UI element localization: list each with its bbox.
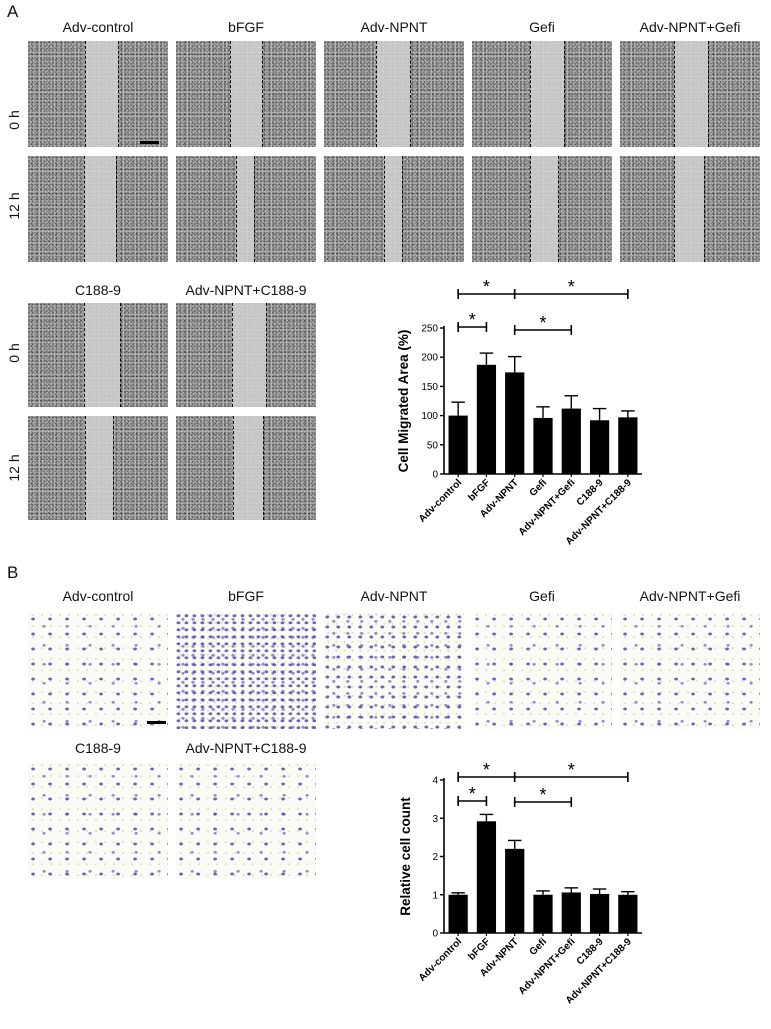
panel-a-row2-label-0h: 0 h — [6, 343, 22, 363]
x-tick-label-bfgf: bFGF — [466, 477, 492, 503]
transwell-image-gefi — [472, 613, 612, 729]
significance-star: * — [568, 277, 575, 297]
panel-a-col-adv-npnt-gefi: Adv-NPNT+Gefi — [639, 19, 741, 35]
transwell-image-adv-npnt-c188-9 — [176, 763, 316, 879]
panel-b-col-adv-npnt: Adv-NPNT — [360, 588, 428, 604]
scale-bar — [147, 721, 166, 724]
wound-image-adv-npnt-12h — [324, 156, 464, 262]
x-tick-label-gefi: Gefi — [528, 477, 550, 499]
panel-b-letter: B — [7, 563, 19, 582]
y-tick-label: 100 — [421, 411, 438, 422]
panel-a-col-adv-npnt: Adv-NPNT — [360, 19, 428, 35]
bar-adv-control — [448, 894, 468, 933]
wound-image-adv-control-0h — [28, 41, 168, 147]
wound-image-adv-npnt-c188-9-12h — [176, 416, 316, 520]
bar-gefi — [533, 894, 553, 933]
wound-image-adv-npnt-gefi-0h — [620, 41, 760, 147]
bar-c188-9 — [589, 420, 610, 474]
transwell-image-adv-control — [28, 613, 168, 729]
transwell-image-bfgf — [176, 613, 316, 729]
panel-a-col-adv-control: Adv-control — [62, 19, 134, 35]
transwell-image-adv-npnt-gefi — [620, 613, 760, 729]
y-axis-label: Relative cell count — [398, 797, 413, 916]
panel-b-col-gefi: Gefi — [529, 588, 555, 604]
wound-image-c188-9-12h — [28, 416, 168, 520]
bar-adv-npnt — [505, 372, 525, 474]
y-axis-label: Cell Migrated Area (%) — [396, 330, 411, 473]
transwell-image-adv-npnt — [324, 613, 464, 729]
significance-star: * — [469, 310, 476, 330]
y-tick-label: 250 — [421, 324, 438, 335]
significance-star: * — [483, 760, 490, 780]
bar-bfgf — [476, 364, 497, 474]
panel-b-col-adv-npnt-gefi: Adv-NPNT+Gefi — [639, 588, 741, 604]
bar-bfgf — [476, 821, 497, 933]
x-tick-label-adv-control: Adv-control — [417, 477, 465, 525]
wound-image-adv-npnt-0h — [324, 41, 464, 147]
bar-c188-9 — [589, 893, 610, 933]
wound-image-adv-npnt-gefi-12h — [620, 156, 760, 262]
panel-a-row-label-0h: 0 h — [6, 110, 22, 130]
panel-a-col-c188-9: C188-9 — [75, 282, 121, 298]
wound-image-bfgf-12h — [176, 156, 316, 262]
wound-image-adv-npnt-c188-9-0h — [176, 303, 316, 407]
significance-star: * — [539, 313, 546, 333]
panel-a-col-gefi: Gefi — [529, 19, 555, 35]
bar-adv-npnt — [505, 848, 525, 933]
scale-bar — [140, 141, 159, 144]
bar-adv-npnt-gefi — [561, 892, 581, 933]
y-tick-label: 200 — [421, 353, 438, 364]
y-tick-label: 50 — [427, 440, 439, 451]
x-tick-label-gefi: Gefi — [528, 936, 550, 958]
panel-a-row-label-12h: 12 h — [6, 192, 22, 220]
significance-star: * — [568, 760, 575, 780]
wound-image-gefi-12h — [472, 156, 612, 262]
bar-adv-npnt-gefi — [561, 408, 581, 474]
x-tick-label-bfgf: bFGF — [466, 936, 492, 962]
wound-image-bfgf-0h — [176, 41, 316, 147]
wound-image-gefi-0h — [472, 41, 612, 147]
y-tick-label: 1 — [432, 890, 438, 901]
panel-b-col-bfgf: bFGF — [228, 588, 264, 604]
y-tick-label: 4 — [432, 776, 438, 787]
bar-adv-npnt-c188-9 — [618, 894, 638, 933]
panel-a-col-adv-npnt-c188-9: Adv-NPNT+C188-9 — [185, 282, 307, 298]
panel-b-col-adv-npnt-c188-9: Adv-NPNT+C188-9 — [185, 740, 307, 756]
y-tick-label: 150 — [421, 382, 438, 393]
wound-image-c188-9-0h — [28, 303, 168, 407]
panel-a-row2-label-12h: 12 h — [6, 454, 22, 482]
y-tick-label: 2 — [432, 852, 438, 863]
transwell-image-c188-9 — [28, 763, 168, 879]
bar-adv-npnt-c188-9 — [618, 417, 638, 474]
y-tick-label: 3 — [432, 814, 438, 825]
bar-gefi — [533, 417, 553, 474]
significance-star: * — [469, 784, 476, 804]
significance-star: * — [539, 785, 546, 805]
wound-image-adv-control-12h — [28, 156, 168, 262]
y-tick-label: 0 — [432, 929, 438, 940]
panel-b-col-adv-control: Adv-control — [62, 588, 134, 604]
x-tick-label-adv-control: Adv-control — [417, 936, 465, 984]
panel-b-col-c188-9: C188-9 — [75, 740, 121, 756]
panel-a-col-bfgf: bFGF — [228, 19, 264, 35]
panel-a-letter: A — [7, 2, 19, 21]
significance-star: * — [483, 277, 490, 297]
y-tick-label: 0 — [432, 470, 438, 481]
chart-cell-migrated-area: 0 50 100 150 200 250 Cell Migrated Area (%) Adv… — [396, 277, 642, 547]
bar-adv-control — [448, 415, 468, 474]
